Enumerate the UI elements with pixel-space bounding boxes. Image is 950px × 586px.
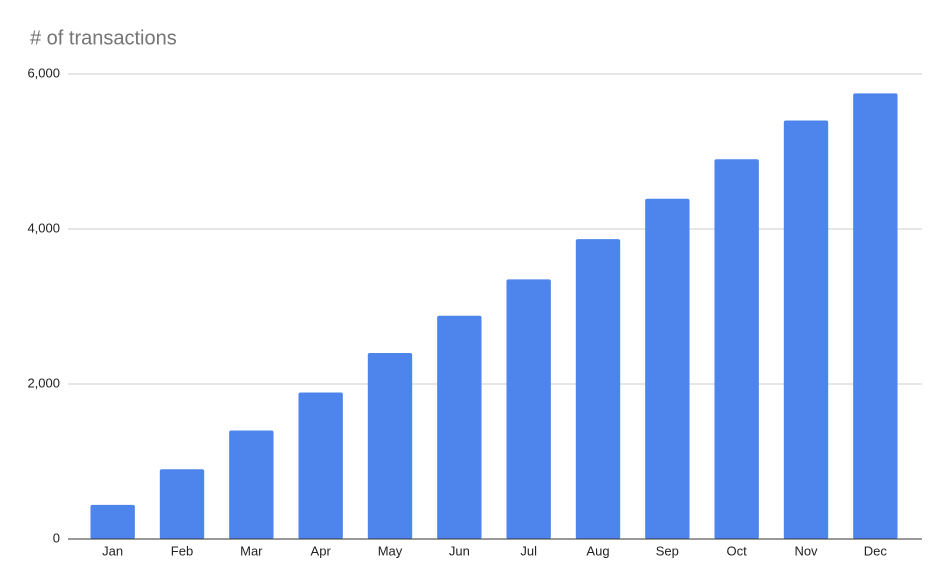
x-tick-label: Jul: [520, 543, 537, 558]
x-tick-label: Feb: [171, 543, 193, 558]
bar: [506, 279, 551, 539]
y-tick-label: 4,000: [27, 220, 60, 235]
bar: [159, 469, 205, 539]
x-tick-label: Nov: [794, 543, 818, 558]
y-tick-label: 0: [53, 530, 60, 545]
bar: [229, 430, 274, 539]
chart-title: # of transactions: [30, 27, 177, 49]
y-tick-label: 2,000: [27, 375, 60, 390]
x-tick-label: Sep: [656, 543, 679, 558]
bar: [714, 159, 759, 539]
x-tick-label: Dec: [864, 543, 888, 558]
bar: [575, 239, 621, 539]
bar: [298, 392, 343, 539]
y-tick-label: 6,000: [27, 65, 60, 80]
x-tick-label: Oct: [727, 543, 748, 558]
x-tick-label: Mar: [240, 543, 263, 558]
x-tick-label: Aug: [586, 543, 609, 558]
bar: [437, 315, 482, 539]
bar: [90, 504, 135, 539]
bar: [853, 93, 898, 539]
x-tick-label: May: [378, 543, 403, 558]
x-tick-label: Jan: [102, 543, 123, 558]
x-tick-label: Jun: [449, 543, 470, 558]
bar: [783, 120, 829, 539]
bar: [367, 353, 413, 539]
bar: [645, 198, 690, 539]
x-tick-label: Apr: [311, 543, 332, 558]
